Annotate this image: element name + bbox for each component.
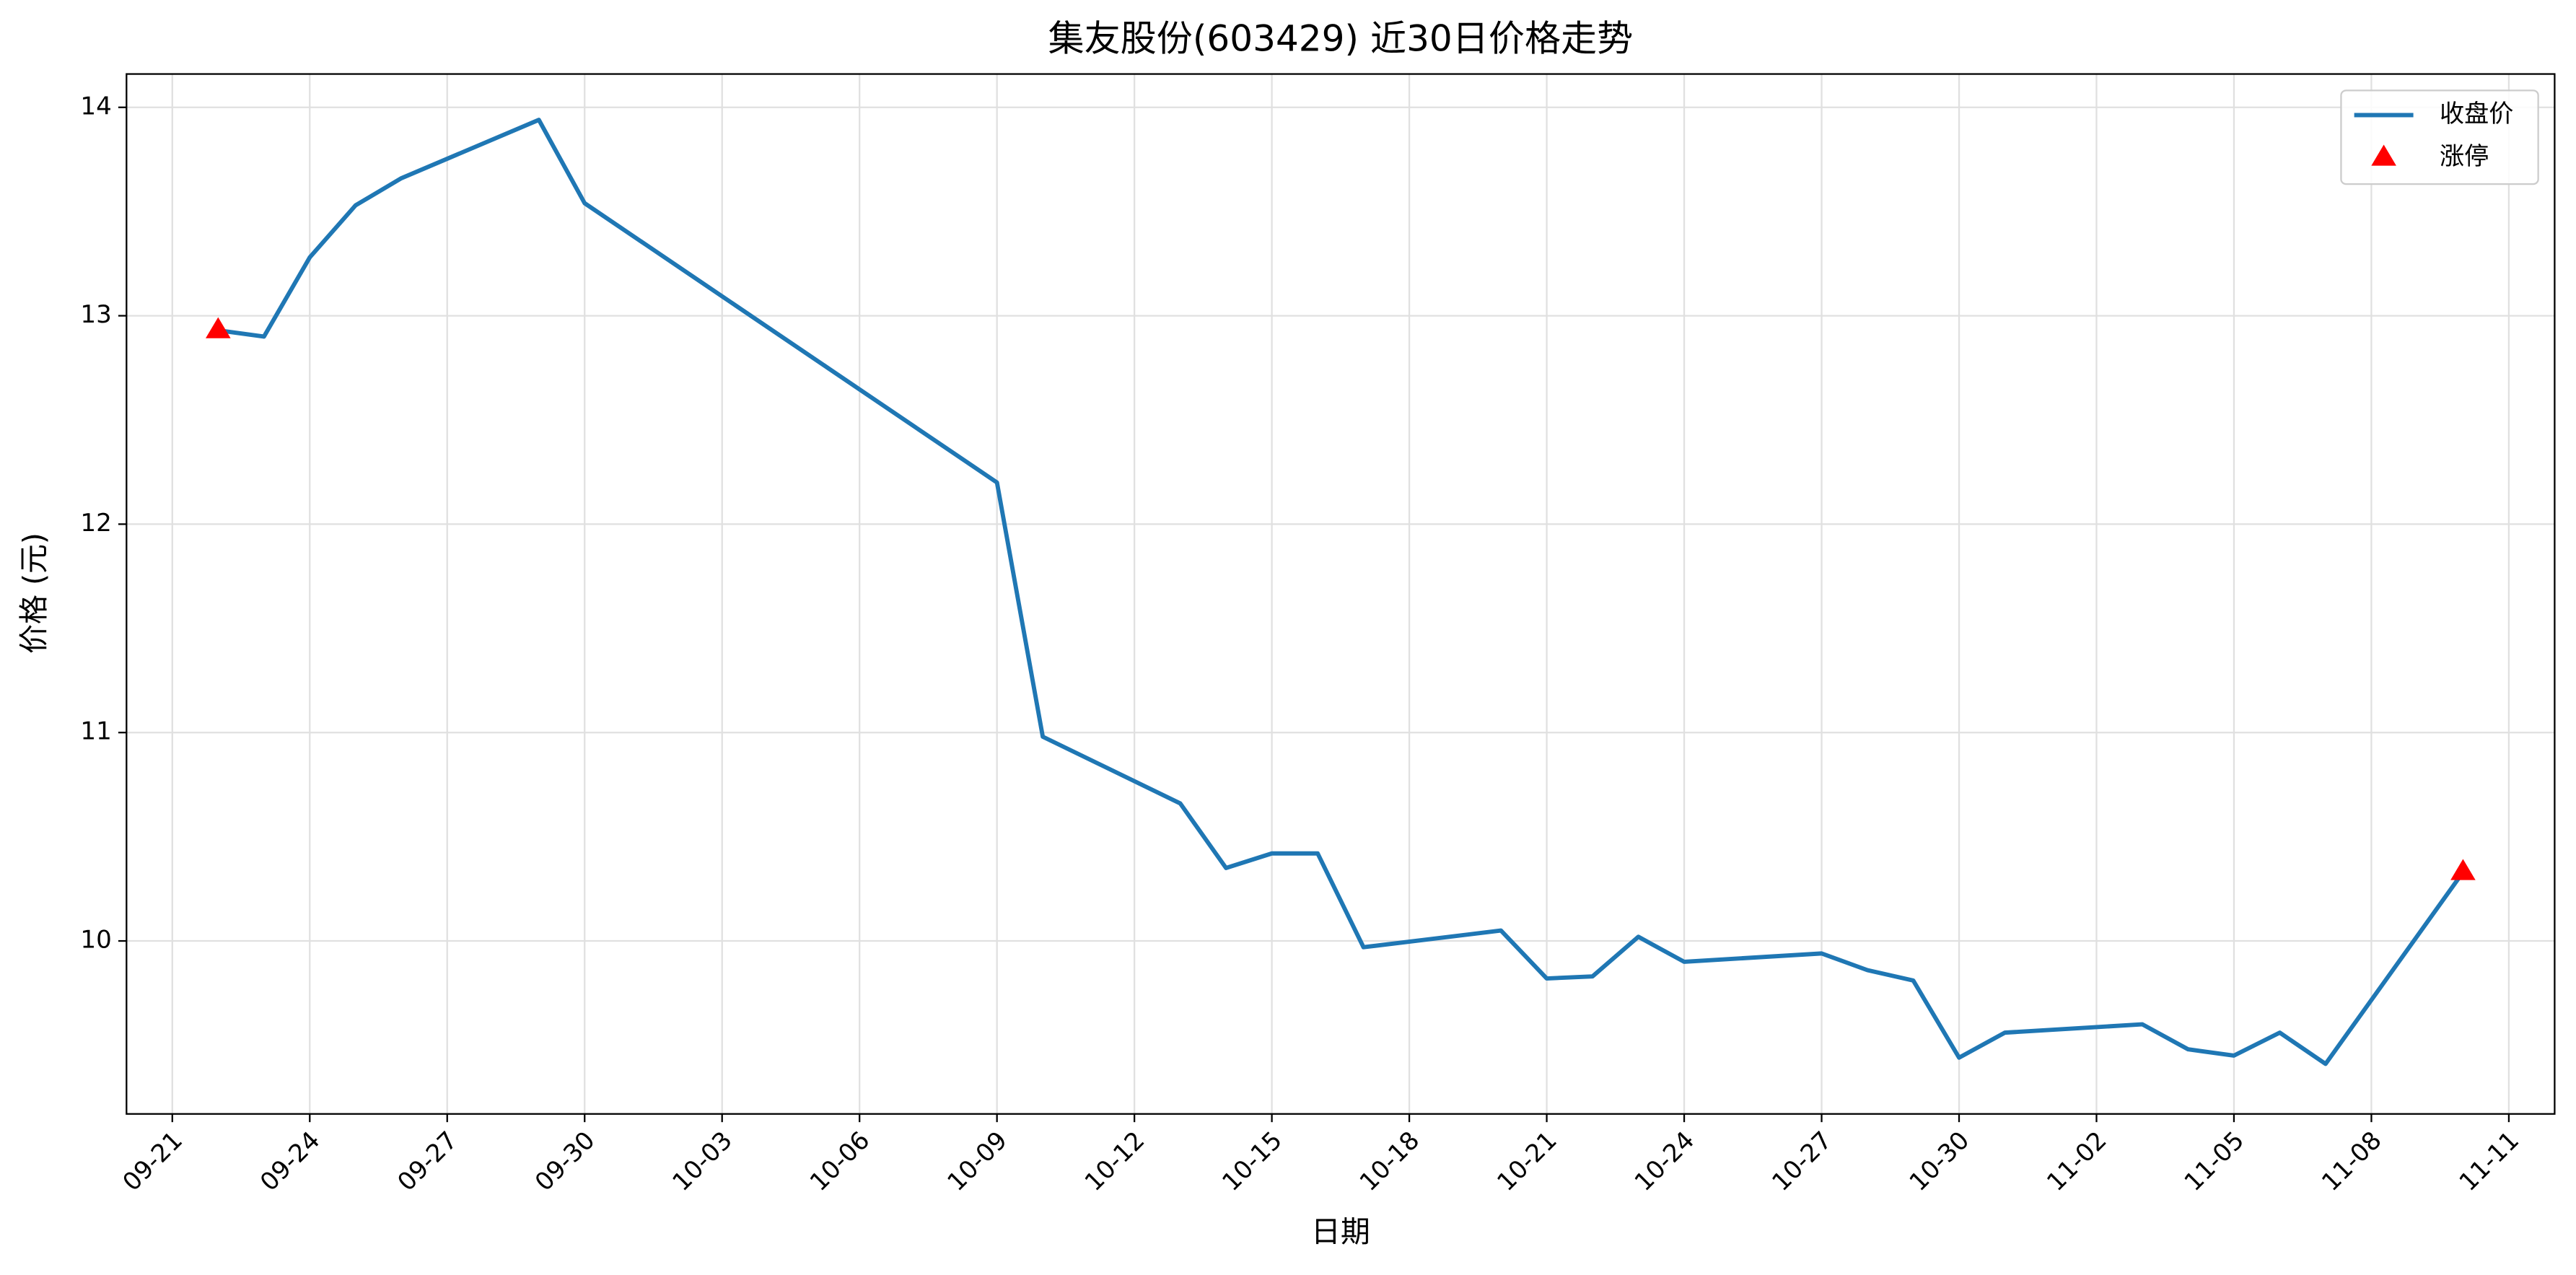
y-tick-label: 10 <box>80 926 111 955</box>
limit-up-marker <box>205 317 231 338</box>
y-tick-label: 14 <box>80 92 111 121</box>
price-line <box>217 118 2465 1066</box>
legend-swatch <box>2371 144 2396 166</box>
y-tick-label: 13 <box>80 300 111 329</box>
legend-label: 收盘价 <box>2440 100 2513 128</box>
chart-title: 集友股份(603429) 近30日价格走势 <box>1048 18 1634 60</box>
y-tick-label: 11 <box>80 717 111 746</box>
plot-frame <box>126 73 2556 1115</box>
y-axis-label: 价格 (元) <box>17 533 51 654</box>
x-axis-label: 日期 <box>1311 1214 1370 1249</box>
y-tick-label: 12 <box>80 509 111 538</box>
legend-label: 涨停 <box>2440 142 2489 171</box>
limit-up-marker <box>2450 859 2476 880</box>
